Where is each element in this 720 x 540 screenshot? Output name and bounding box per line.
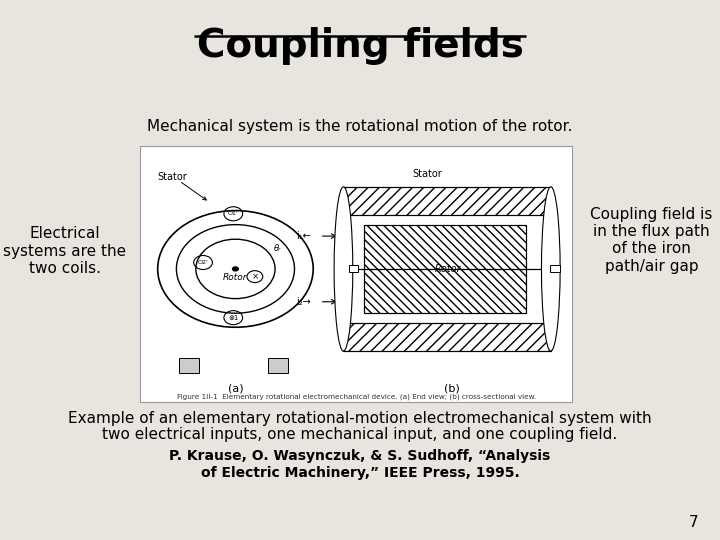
Text: Coupling fields: Coupling fields [197, 27, 523, 65]
Text: of Electric Machinery,” IEEE Press, 1995.: of Electric Machinery,” IEEE Press, 1995… [201, 465, 519, 480]
Text: Example of an elementary rotational-motion electromechanical system with: Example of an elementary rotational-moti… [68, 411, 652, 426]
Text: i₁←: i₁← [297, 231, 311, 241]
Text: ×: × [251, 272, 258, 281]
Bar [343, 323, 551, 351]
Bar [268, 357, 288, 373]
Text: Electrical
systems are the
two coils.: Electrical systems are the two coils. [3, 226, 127, 276]
Text: Rotor: Rotor [223, 273, 248, 282]
Text: Mechanical system is the rotational motion of the rotor.: Mechanical system is the rotational moti… [148, 119, 572, 134]
Circle shape [232, 266, 239, 272]
Text: (a): (a) [228, 383, 243, 393]
Text: two electrical inputs, one mechanical input, and one coupling field.: two electrical inputs, one mechanical in… [102, 427, 618, 442]
Text: O1': O1' [228, 211, 238, 217]
Text: Stator: Stator [158, 172, 187, 181]
Bar [179, 357, 199, 373]
Text: (b): (b) [444, 383, 459, 393]
Text: i₂→: i₂→ [297, 297, 311, 307]
Text: O2': O2' [197, 260, 209, 265]
Text: Stator: Stator [413, 169, 443, 179]
Text: θᵣ: θᵣ [274, 244, 282, 253]
Bar [550, 266, 560, 272]
Ellipse shape [334, 187, 353, 351]
Text: ⊗1: ⊗1 [228, 315, 238, 321]
Text: P. Krause, O. Wasynczuk, & S. Sudhoff, “Analysis: P. Krause, O. Wasynczuk, & S. Sudhoff, “… [169, 449, 551, 463]
Text: 7: 7 [689, 515, 698, 530]
Bar [348, 266, 358, 272]
Ellipse shape [541, 187, 560, 351]
Text: Figure 1II-1  Elementary rotational electromechanical device. (a) End view; (b) : Figure 1II-1 Elementary rotational elect… [177, 393, 536, 400]
Text: Rotor: Rotor [435, 264, 462, 274]
Text: Coupling field is
in the flux path
of the iron
path/air gap: Coupling field is in the flux path of th… [590, 207, 713, 274]
Bar [343, 187, 551, 215]
Bar [343, 323, 551, 351]
Bar [343, 187, 551, 215]
